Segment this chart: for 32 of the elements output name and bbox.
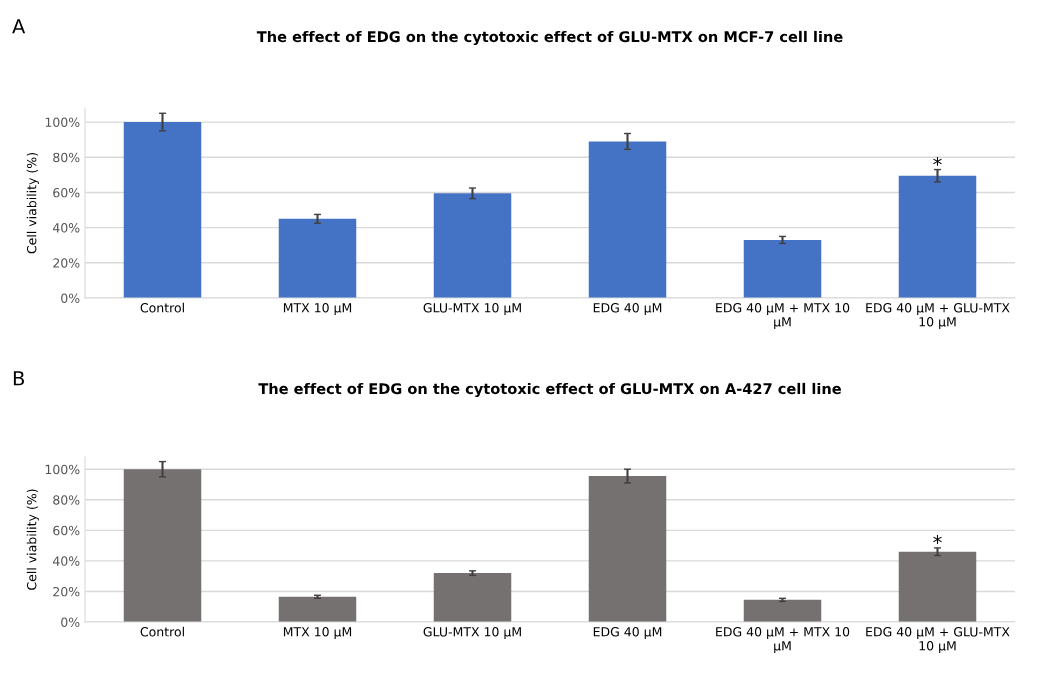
x-tick-label: EDG 40 µM + MTX 10 µM: [716, 627, 850, 653]
x-tick-label: Control: [140, 626, 184, 637]
x-tick-label: MTX 10 µM: [283, 627, 352, 639]
y-tick-label: 0%: [61, 293, 80, 303]
y-tick-label: 80%: [53, 152, 80, 163]
y-tick-label: 0%: [61, 617, 80, 627]
y-tick-label: 20%: [53, 258, 80, 268]
x-tick-label: EDG 40 µM: [593, 303, 662, 315]
x-tick-label: EDG 40 µM + GLU-MTX 10 µM: [866, 627, 1010, 653]
y-axis-title: Cell viability (%): [26, 153, 39, 254]
x-tick-label: MTX 10 µM: [283, 303, 352, 315]
x-tick-label: EDG 40 µM: [593, 627, 662, 639]
x-tick-label: Control: [140, 302, 184, 313]
x-tick-label: EDG 40 µM + MTX 10 µM: [716, 303, 850, 329]
chart-title: The effect of EDG on the cytotoxic effect of GLU-MTX on A-427 cell line: [258, 382, 841, 398]
y-tick-label: 60%: [53, 187, 80, 198]
y-tick-label: 100%: [45, 117, 80, 127]
text: B: [13, 371, 24, 386]
annotation: *: [933, 156, 942, 166]
y-tick-label: 20%: [53, 586, 80, 597]
annotation: *: [933, 535, 942, 544]
y-tick-label: 80%: [53, 495, 80, 505]
x-tick-label: GLU-MTX 10 µM: [423, 627, 521, 639]
y-tick-label: 40%: [52, 556, 80, 566]
y-tick-label: 60%: [53, 525, 80, 536]
text: A: [12, 19, 26, 34]
y-tick-label: 40%: [52, 223, 80, 233]
x-tick-label: EDG 40 µM + GLU-MTX 10 µM: [866, 303, 1010, 329]
y-axis-title: Cell viability (%): [26, 489, 39, 590]
y-tick-label: 100%: [45, 464, 80, 475]
x-tick-label: GLU-MTX 10 µM: [423, 303, 521, 315]
chart-title: The effect of EDG on the cytotoxic effect of GLU-MTX on MCF-7 cell line: [256, 30, 843, 46]
